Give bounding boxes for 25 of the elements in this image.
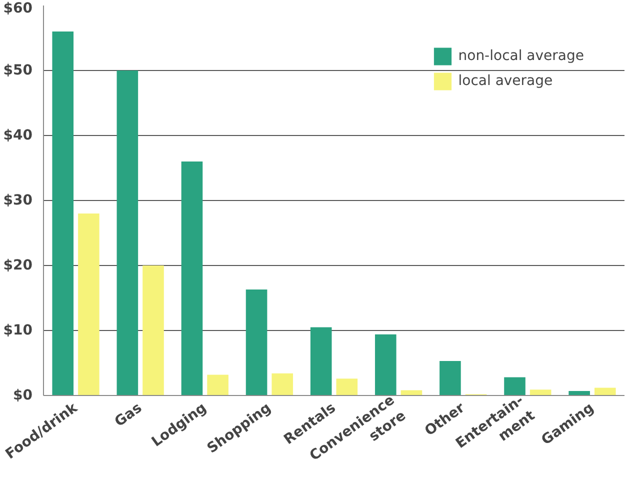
bar (142, 266, 164, 396)
y-tick-label: $40 (3, 128, 33, 144)
y-tick-label: $20 (3, 258, 33, 274)
x-tick-label: Gas (112, 400, 146, 430)
bar (310, 327, 332, 396)
bar (52, 32, 74, 396)
y-tick-label: $0 (13, 388, 33, 404)
bar (336, 378, 358, 396)
bar (181, 162, 203, 396)
bar (207, 374, 228, 396)
bar (440, 361, 461, 396)
bar (374, 334, 396, 396)
bar (78, 214, 100, 396)
bar (246, 290, 268, 396)
y-tick-label: $50 (3, 62, 33, 78)
bar (116, 70, 138, 396)
legend-label: local average (458, 73, 553, 89)
bar (272, 373, 294, 396)
y-tick-label: $60 (3, 0, 33, 16)
y-tick-label: $10 (3, 322, 33, 338)
bar (594, 388, 616, 396)
bar (530, 390, 552, 396)
legend-label: non-local average (458, 48, 584, 64)
y-tick-label: $30 (3, 192, 33, 208)
bar (504, 377, 526, 396)
